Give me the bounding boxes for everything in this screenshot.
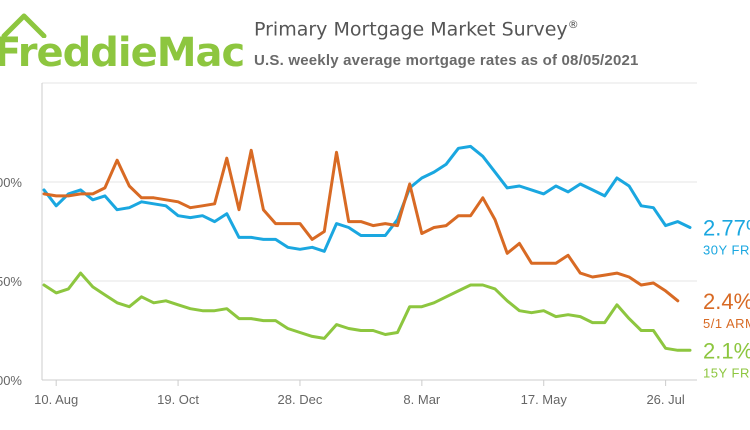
series-name-label: 15Y FRM: [703, 365, 750, 380]
end-label-layer: 2.77% 30Y FRM 2.4% 5/1 ARM 2.1% 15Y FRM: [703, 216, 750, 381]
x-tick-label: 17. May: [521, 392, 568, 407]
grid-layer: [42, 82, 697, 381]
series-line-30y-frm: [42, 144, 692, 253]
plot-area: [42, 83, 697, 380]
series-name-label: 5/1 ARM: [703, 316, 750, 331]
end-value-label: 2.77%: [703, 216, 750, 241]
x-tick-label: 8. Mar: [403, 392, 441, 407]
freddie-mac-logo: FreddieMac: [0, 12, 245, 76]
chart-title-text: Primary Mortgage Market Survey: [254, 18, 568, 41]
axis-layer: 2.00% 2.50% 3.00% 10. Aug 19. Oct 28. Dec 8. M…: [0, 83, 697, 407]
series-layer: [42, 144, 692, 352]
chart-title: Primary Mortgage Market Survey®: [254, 18, 579, 40]
x-tick-label: 10. Aug: [34, 392, 78, 407]
y-tick-label: 2.50%: [0, 274, 22, 289]
series-line-15y-frm: [42, 271, 692, 352]
end-value-label: 2.4%: [703, 289, 750, 314]
chart-subtitle: U.S. weekly average mortgage rates as of…: [254, 52, 639, 69]
registered-mark: ®: [567, 18, 579, 31]
y-tick-label: 3.00%: [0, 175, 22, 190]
y-tick-label: 2.00%: [0, 373, 22, 388]
x-tick-label: 26. Jul: [646, 392, 684, 407]
x-tick-label: 19. Oct: [157, 392, 199, 407]
x-tick-label: 28. Dec: [278, 392, 323, 407]
logo-wordmark: FreddieMac: [0, 30, 245, 76]
house-roof-icon: [1, 13, 47, 38]
end-value-label: 2.1%: [703, 338, 750, 363]
series-line-5-1-arm: [42, 148, 680, 303]
series-name-label: 30Y FRM: [703, 243, 750, 258]
